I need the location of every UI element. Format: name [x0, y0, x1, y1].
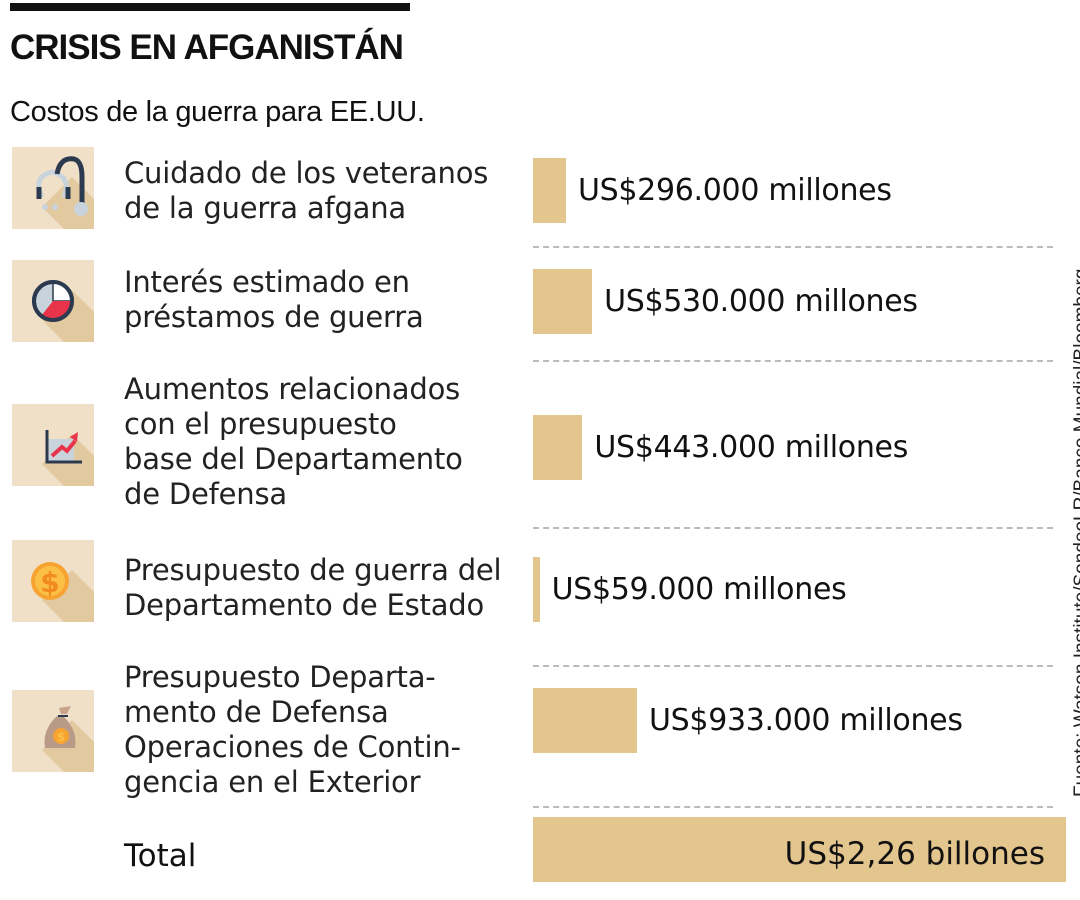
bar — [533, 688, 637, 753]
total-label: Total — [124, 838, 197, 874]
chart-subtitle: Costos de la guerra para EE.UU. — [10, 96, 425, 128]
dollar-coin-icon: $ — [12, 540, 94, 622]
svg-text:$: $ — [40, 566, 59, 599]
row-divider — [533, 527, 1053, 529]
bar-value-label: US$443.000 millones — [594, 430, 909, 465]
stethoscope-icon — [12, 147, 94, 229]
row-divider — [533, 246, 1053, 248]
row-label: Presupuesto de guerra del Departamento d… — [124, 553, 502, 622]
svg-text:$: $ — [57, 730, 65, 744]
pie-chart-icon — [12, 260, 94, 342]
bar — [533, 415, 583, 480]
row-label: Interés estimado en préstamos de guerra — [124, 265, 424, 334]
bar — [533, 269, 593, 334]
growth-chart-icon — [12, 404, 94, 486]
total-value-label: US$2,26 billones — [784, 836, 1045, 872]
title-rule — [10, 3, 410, 11]
row-divider — [533, 360, 1053, 362]
bar-value-label: US$296.000 millones — [577, 173, 892, 208]
row-divider — [533, 806, 1053, 808]
row-label: Aumentos relacionados con el presupuesto… — [124, 372, 463, 511]
bar — [533, 557, 540, 622]
bar-value-label: US$933.000 millones — [649, 703, 963, 738]
source-note: Fuente: Watson Institute/SondeoLR/Banco … — [1071, 268, 1080, 797]
row-label: Cuidado de los veteranos de la guerra af… — [124, 156, 489, 225]
row-divider — [533, 665, 1053, 667]
page-title: CRISIS EN AFGANISTÁN — [10, 28, 404, 67]
bar-value-label: US$59.000 millones — [551, 572, 847, 607]
bar — [533, 158, 566, 223]
bar-value-label: US$530.000 millones — [604, 284, 918, 319]
row-label: Presupuesto Departa- mento de Defensa Op… — [124, 660, 461, 799]
money-bag-icon: $ — [12, 690, 94, 772]
total-bar — [533, 817, 1066, 882]
